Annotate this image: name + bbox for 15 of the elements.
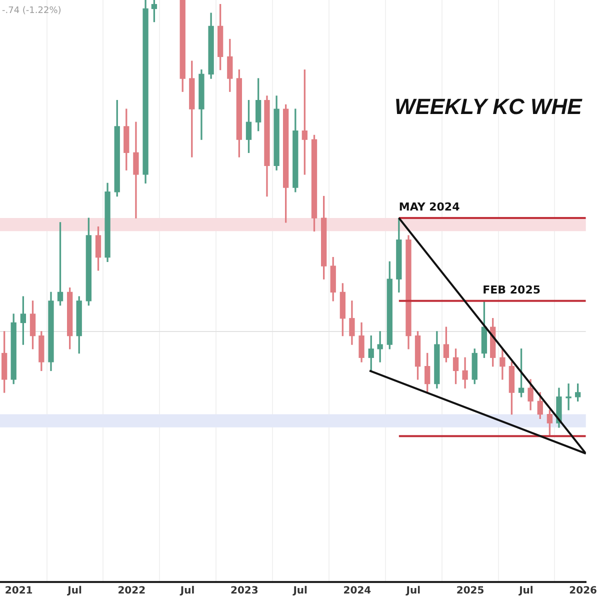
x-tick-label: 2024	[343, 586, 372, 597]
x-tick-label: Jul	[179, 586, 195, 597]
x-tick-label: 2021	[4, 586, 33, 597]
x-tick-label: Jul	[405, 586, 421, 597]
text: WEEKLY KC WHE	[394, 94, 584, 120]
x-tick-label: 2025	[456, 586, 484, 597]
annotation: -.74 (-1.22%)	[2, 6, 62, 16]
x-tick-label: Jul	[518, 586, 534, 597]
x-tick-label: Jul	[292, 586, 308, 597]
annotation: FEB 2025	[482, 283, 541, 296]
x-tick-label: 2023	[230, 586, 258, 597]
x-tick-label: Jul	[66, 586, 82, 597]
x-tick-label: 2022	[118, 586, 146, 597]
x-tick-label: 2026	[569, 586, 598, 597]
annotation: MAY 2024	[398, 200, 460, 214]
